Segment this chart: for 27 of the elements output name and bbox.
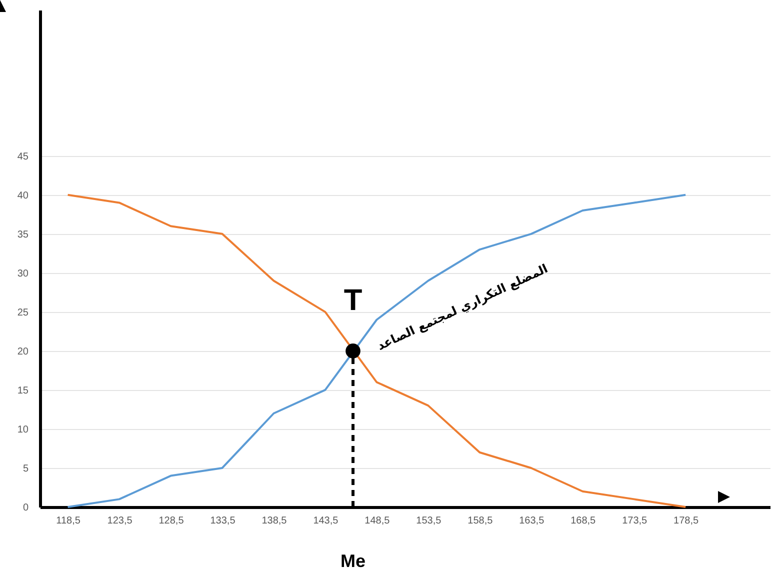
text: المضلع التكراري لمجتمع الصاعد: [374, 261, 550, 353]
x-tick-label: 148,5: [364, 516, 390, 526]
x-tick-label: 173,5: [622, 516, 648, 526]
x-tick-label: 178,5: [674, 516, 700, 526]
x-tick-label: 153,5: [416, 516, 442, 526]
y-tick-label: 10: [17, 424, 29, 436]
line-series: [66, 194, 687, 508]
y-tick-label: 5: [22, 463, 29, 474]
y-tick-label: 20: [17, 346, 29, 358]
y-tick-label: 40: [17, 190, 29, 202]
x-tick-label: 123,5: [107, 516, 133, 526]
x-tick-label: 128,5: [158, 516, 184, 526]
ref-line-label: Me: [340, 551, 366, 571]
y-tick-label: 0: [22, 502, 29, 514]
x-tick-label: 158,5: [468, 516, 494, 526]
x-tick-label: 168,5: [570, 516, 596, 526]
x-tick-label: 133,5: [210, 516, 236, 526]
series-label: T: [344, 284, 362, 317]
x-tick-label: 143,5: [313, 516, 339, 526]
x-tick-label: 163,5: [519, 516, 545, 526]
y-tick-label: 45: [17, 151, 29, 162]
y-tick-label: 30: [17, 268, 29, 280]
x-tick-label: 118,5: [56, 516, 81, 526]
y-tick-label: 35: [17, 229, 29, 240]
y-tick-label: 15: [17, 385, 29, 396]
y-tick-label: 25: [17, 307, 29, 318]
x-tick-label: 138,5: [262, 516, 288, 526]
